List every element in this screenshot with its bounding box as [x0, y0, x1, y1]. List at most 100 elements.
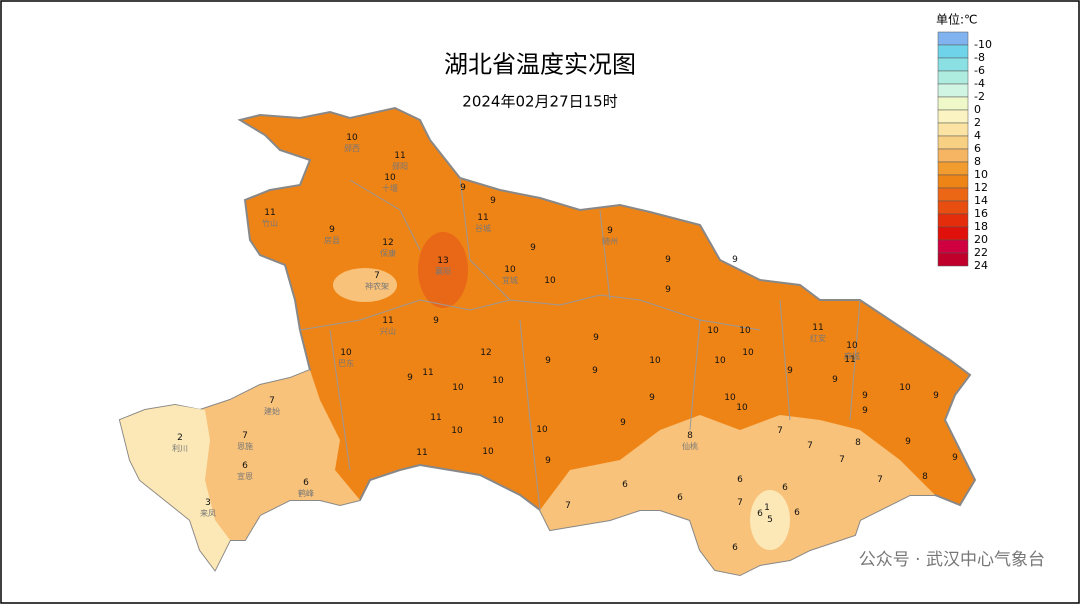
station-value: 7: [242, 431, 248, 441]
station-value: 9: [620, 418, 626, 428]
legend-label: 18: [974, 220, 988, 233]
legend-swatch: [937, 213, 969, 228]
station-value: 10: [899, 383, 911, 393]
station-value: 9: [952, 453, 958, 463]
station-value: 11: [812, 323, 823, 333]
station-name: 神农架: [365, 281, 389, 291]
legend-label: 8: [974, 155, 981, 168]
legend-label: -2: [974, 90, 985, 103]
station-value: 9: [592, 366, 598, 376]
legend-swatch: [937, 148, 969, 163]
station-value: 7: [565, 501, 571, 511]
legend-label: 12: [974, 181, 988, 194]
station-value: 6: [622, 480, 628, 490]
legend-swatch: [937, 239, 969, 254]
station-value: 7: [374, 271, 380, 281]
station-value: 7: [269, 396, 275, 406]
station-value: 10: [544, 276, 556, 286]
station-value: 9: [329, 225, 335, 235]
station-value: 9: [832, 375, 838, 385]
station-value: 7: [737, 498, 743, 508]
station-name: 仙桃: [682, 441, 698, 451]
station-value: 8: [922, 472, 928, 482]
legend-swatch: [937, 96, 969, 111]
station-name: 郧西: [344, 144, 360, 153]
station-value: 6: [794, 508, 800, 518]
station-value: 10: [340, 348, 352, 358]
legend-swatch: [937, 174, 969, 189]
station-name: 巴东: [338, 358, 354, 368]
legend-swatch: [937, 44, 969, 59]
legend-swatch: [937, 31, 969, 46]
station-value: 11: [394, 151, 405, 161]
station-value: 10: [742, 348, 754, 358]
station-name: 利川: [172, 443, 188, 453]
station-value: 11: [844, 355, 855, 365]
legend-swatch: [937, 200, 969, 215]
legend-label: 6: [974, 142, 981, 155]
station-value: 6: [737, 475, 743, 485]
station-value: 6: [782, 483, 788, 493]
station-value: 11: [477, 213, 488, 223]
station-value: 9: [607, 226, 613, 236]
station-value: 9: [407, 373, 413, 383]
station-name: 兴山: [380, 326, 396, 336]
title: 湖北省温度实况图: [444, 51, 636, 79]
station-value: 10: [707, 326, 719, 336]
station-value: 12: [480, 348, 491, 358]
station-value: 9: [787, 366, 793, 376]
station-value: 6: [303, 478, 309, 488]
station-name: 十堰: [382, 183, 398, 193]
station-value: 13: [437, 256, 448, 266]
station-name: 建始: [264, 406, 280, 416]
station-value: 10: [451, 426, 463, 436]
legend-swatch: [937, 57, 969, 72]
legend-swatch: [937, 226, 969, 241]
station-value: 1: [764, 503, 770, 513]
station-value: 11: [382, 316, 393, 326]
legend-label: 14: [974, 194, 988, 207]
station-value: 9: [905, 437, 911, 447]
station-value: 9: [545, 456, 551, 466]
station-name: 随州: [602, 236, 618, 246]
station-value: 10: [482, 447, 494, 457]
province-map: [118, 106, 977, 577]
station-value: 10: [714, 356, 726, 366]
station-name: 保康: [380, 248, 396, 258]
station-value: 11: [430, 413, 441, 423]
station-value: 10: [346, 133, 358, 143]
legend-label: -4: [974, 77, 985, 90]
station-value: 6: [677, 493, 683, 503]
legend-swatch: [937, 135, 969, 150]
station-name: 鹤峰: [298, 488, 314, 498]
station-value: 9: [649, 393, 655, 403]
station-name: 谷城: [475, 224, 491, 233]
station-value: 10: [724, 393, 736, 403]
station-value: 9: [490, 196, 496, 206]
station-name: 郧阳: [392, 162, 408, 171]
station-value: 10: [736, 403, 748, 413]
station-value: 10: [536, 425, 548, 435]
station-value: 9: [862, 406, 868, 416]
legend-swatch: [937, 252, 969, 267]
legend-unit: 单位:℃: [936, 12, 978, 27]
station-value: 10: [492, 416, 504, 426]
station-name: 宣恩: [237, 471, 253, 481]
station-value: 11: [264, 208, 275, 218]
station-value: 8: [855, 438, 861, 448]
legend-swatch: [937, 70, 969, 85]
station-value: 9: [732, 255, 738, 265]
station-name: 麻城: [844, 351, 860, 361]
station-value: 12: [382, 238, 393, 248]
station-value: 9: [665, 255, 671, 265]
zone-6-8: [540, 415, 935, 575]
station-value: 10: [492, 376, 504, 386]
station-value: 10: [452, 383, 464, 393]
boundaries: [299, 177, 861, 511]
station-value: 11: [416, 448, 427, 458]
station-name: 恩施: [237, 441, 253, 451]
station-value: 7: [839, 455, 845, 465]
station-value: 9: [665, 285, 671, 295]
station-name: 房县: [324, 235, 340, 245]
